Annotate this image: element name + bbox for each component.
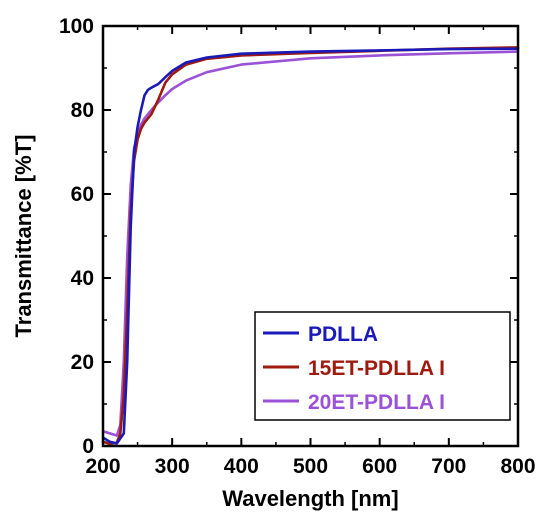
y-tick-label: 100 [59, 15, 94, 38]
y-tick-label: 80 [71, 99, 94, 122]
legend: PDLLA 15ET-PDLLA I 20ET-PDLLA I [254, 311, 511, 421]
y-tick-label: 20 [71, 351, 94, 374]
series-line [101, 47, 520, 445]
series-layer [101, 46, 520, 446]
x-tick-label: 600 [362, 455, 397, 478]
x-tick-label: 700 [431, 455, 466, 478]
ticks-layer: 200 300 400 500 600 700 800 0 20 40 60 80 100 [59, 15, 536, 478]
y-tick-label: 0 [82, 435, 94, 458]
x-tick-label: 400 [224, 455, 259, 478]
series-line [101, 50, 520, 437]
y-axis-title: Transmittance [%T] [11, 135, 36, 338]
y-tick-label: 60 [71, 183, 94, 206]
x-tick-label: 500 [293, 455, 328, 478]
x-tick-label: 300 [155, 455, 190, 478]
x-axis-title: Wavelength [nm] [222, 486, 398, 511]
x-tick-label: 800 [500, 455, 535, 478]
legend-label: PDLLA [308, 323, 378, 346]
x-tick-label: 200 [85, 455, 120, 478]
series-line [101, 46, 520, 446]
legend-label: 20ET-PDLLA I [308, 391, 445, 414]
y-tick-label: 40 [71, 267, 94, 290]
legend-label: 15ET-PDLLA I [308, 357, 445, 380]
